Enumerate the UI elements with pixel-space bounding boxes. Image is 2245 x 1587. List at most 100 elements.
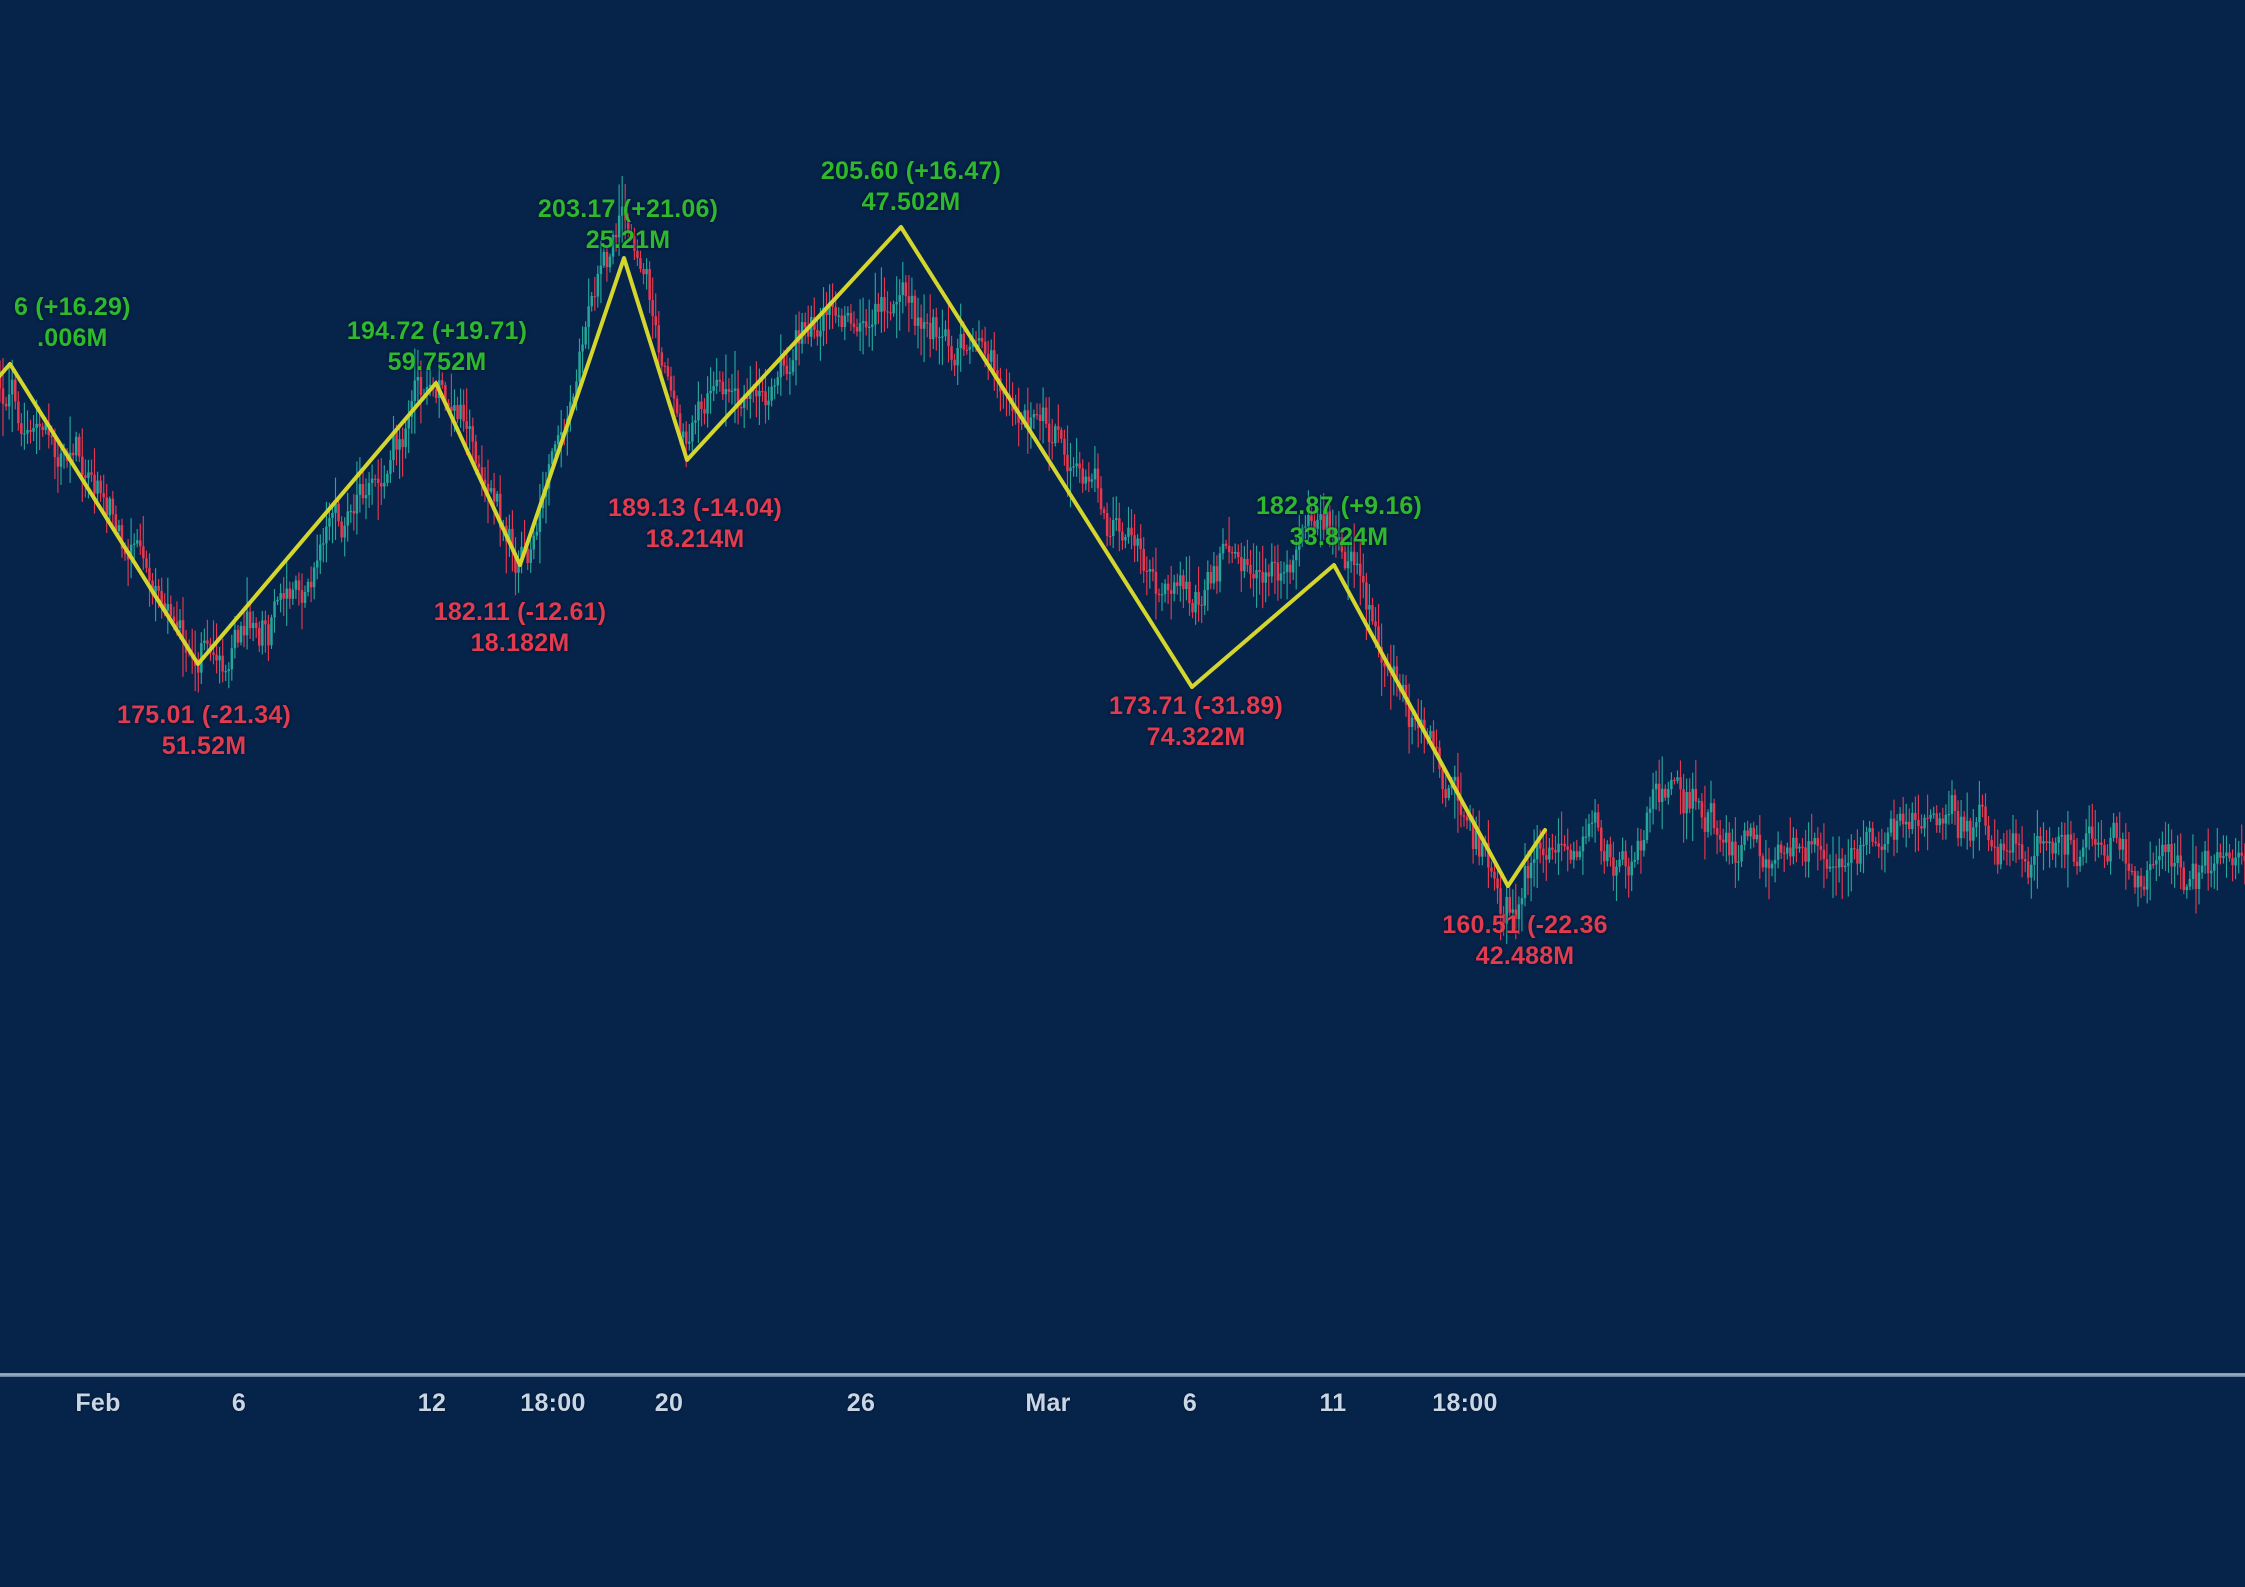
candle-body [1212, 566, 1216, 584]
candle-body [1584, 836, 1588, 838]
candle-body [2066, 834, 2070, 855]
candle-body [596, 273, 600, 297]
candle-body [1051, 442, 1054, 444]
candle-body [508, 528, 511, 542]
candle-body [1496, 878, 1499, 889]
candle-body [1252, 574, 1255, 579]
candle-body [2060, 835, 2063, 837]
candle-body [947, 329, 950, 347]
candle-body [1017, 413, 1020, 423]
candle-body [666, 366, 670, 377]
candle-body [648, 269, 651, 301]
candle-body [2091, 826, 2094, 839]
candle-body [447, 402, 450, 407]
candle-body [1661, 788, 1664, 802]
candle-body [477, 463, 481, 468]
candle-body [1249, 564, 1252, 574]
candle-body [2173, 863, 2176, 867]
candle-body [892, 304, 895, 314]
x-axis-tick-label: 6 [1182, 1389, 1198, 1417]
candle-body [20, 423, 23, 434]
candle-body [1911, 812, 1914, 829]
candle-body [1914, 812, 1917, 820]
candle-body [2033, 855, 2036, 865]
candle-body [1676, 777, 1679, 781]
candle-body [270, 617, 273, 646]
candle-body [1200, 604, 1203, 606]
candle-body [255, 622, 258, 629]
candle-body [1682, 789, 1685, 814]
candle-body [261, 620, 264, 646]
candle-body [1545, 855, 1548, 860]
candle-body [1801, 846, 1804, 848]
candle-body [407, 416, 410, 429]
candle-body [1371, 605, 1374, 622]
candle-body [227, 669, 230, 672]
candle-body [486, 483, 490, 492]
candle-body [1709, 803, 1713, 813]
candle-body [895, 302, 898, 305]
candle-body [1322, 514, 1325, 530]
candle-body [1069, 467, 1072, 472]
candle-body [154, 585, 157, 596]
candle-body [2011, 833, 2015, 853]
candle-body [1725, 832, 1728, 843]
candle-body [2142, 886, 2146, 890]
candle-body [1990, 840, 1993, 847]
candle-body [1938, 818, 1941, 826]
candle-body [392, 431, 395, 460]
candle-body [1697, 801, 1701, 803]
candle-body [126, 554, 130, 560]
candle-body [1606, 844, 1609, 862]
candle-body [2145, 870, 2149, 890]
candle-body [1587, 823, 1591, 837]
candle-body [675, 398, 679, 414]
candle-body [221, 655, 224, 672]
candle-body [14, 379, 17, 402]
candle-body [1633, 860, 1636, 862]
candle-body [346, 511, 349, 526]
candle-body [1920, 826, 1923, 829]
candle-body [1392, 666, 1396, 673]
candle-body [1185, 581, 1188, 589]
candle-body [1767, 859, 1771, 869]
candle-body [651, 300, 654, 317]
candle-body [965, 349, 969, 351]
candle-body [1923, 817, 1926, 829]
candle-body [1548, 847, 1551, 860]
candle-body [32, 427, 35, 432]
candle-body [352, 510, 356, 514]
candle-body [968, 346, 972, 350]
x-axis[interactable] [0, 1377, 2245, 1587]
x-axis-tick-label: Mar [1025, 1389, 1071, 1417]
candle-body [1255, 570, 1258, 579]
candle-body [627, 220, 630, 233]
candle-body [1102, 509, 1106, 513]
candle-body [1133, 535, 1136, 546]
candle-body [880, 297, 883, 312]
candle-body [373, 478, 377, 480]
candle-body [1462, 815, 1466, 817]
candle-body [316, 560, 319, 568]
candle-body [1859, 844, 1862, 864]
candle-body [53, 437, 57, 458]
candle-body [1383, 662, 1386, 667]
zigzag-indicator-line [0, 225, 1547, 888]
candle-body [1218, 553, 1222, 582]
candle-body [578, 351, 581, 382]
candle-body [386, 473, 389, 483]
candle-body [2213, 863, 2216, 871]
x-axis-tick-label: 11 [1319, 1389, 1347, 1417]
candle-body [1853, 848, 1856, 850]
candle-body [459, 404, 462, 420]
candle-body [846, 312, 850, 316]
candle-body [2206, 850, 2210, 874]
candle-body [1227, 545, 1231, 553]
candle-body [111, 498, 115, 515]
candle-body [2048, 841, 2051, 844]
candle-body [1825, 859, 1829, 869]
candle-body [474, 441, 478, 464]
candle-body [840, 315, 843, 327]
